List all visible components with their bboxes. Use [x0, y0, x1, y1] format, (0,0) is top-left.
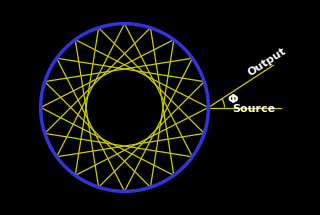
Polygon shape	[95, 78, 154, 137]
Text: Source: Source	[232, 104, 275, 114]
Text: Φ: Φ	[228, 94, 238, 106]
Text: Output: Output	[246, 45, 288, 78]
